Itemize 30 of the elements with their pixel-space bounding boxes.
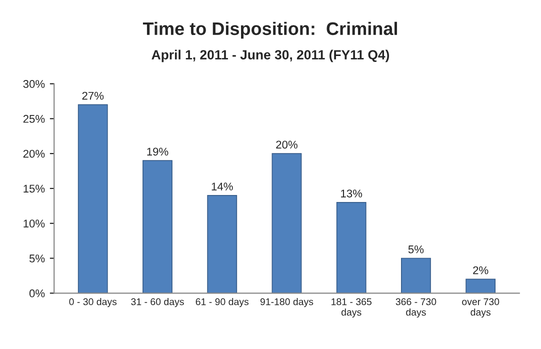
data-label: 13%	[341, 190, 362, 198]
x-tick-label: 91-180 days	[260, 298, 314, 308]
bar	[207, 195, 238, 294]
bar	[272, 153, 302, 294]
y-tick-label: 25%	[23, 114, 45, 123]
x-tick-label: over 730 days	[462, 298, 500, 318]
bar	[142, 160, 172, 294]
data-label: 5%	[408, 245, 424, 254]
data-label: 2%	[473, 266, 488, 274]
y-tick-label: 0%	[29, 289, 45, 298]
x-tick-label: 0 - 30 days	[69, 298, 117, 308]
y-tick-label: 10%	[24, 220, 45, 228]
y-tick-label: 20%	[23, 150, 45, 158]
data-label: 19%	[147, 148, 168, 156]
data-label: 14%	[212, 182, 233, 190]
data-label: 20%	[276, 140, 298, 149]
data-label: 27%	[82, 92, 104, 100]
x-tick-label: 31 - 60 days	[131, 298, 184, 308]
bar	[78, 104, 108, 294]
x-tick-label: 61 - 90 days	[196, 298, 249, 308]
bar	[466, 278, 496, 294]
chart-subtitle: April 1, 2011 - June 30, 2011 (FY11 Q4)	[152, 50, 390, 62]
y-tick-label: 30%	[23, 80, 45, 88]
x-tick-label: 181 - 365 days	[332, 298, 372, 318]
x-tick-label: 366 - 730 days	[396, 298, 436, 318]
bar	[336, 202, 366, 294]
bar	[401, 258, 431, 294]
chart-title: Time to Disposition: Criminal	[142, 22, 397, 39]
y-tick-label: 5%	[29, 254, 45, 262]
y-tick-label: 15%	[24, 184, 45, 193]
